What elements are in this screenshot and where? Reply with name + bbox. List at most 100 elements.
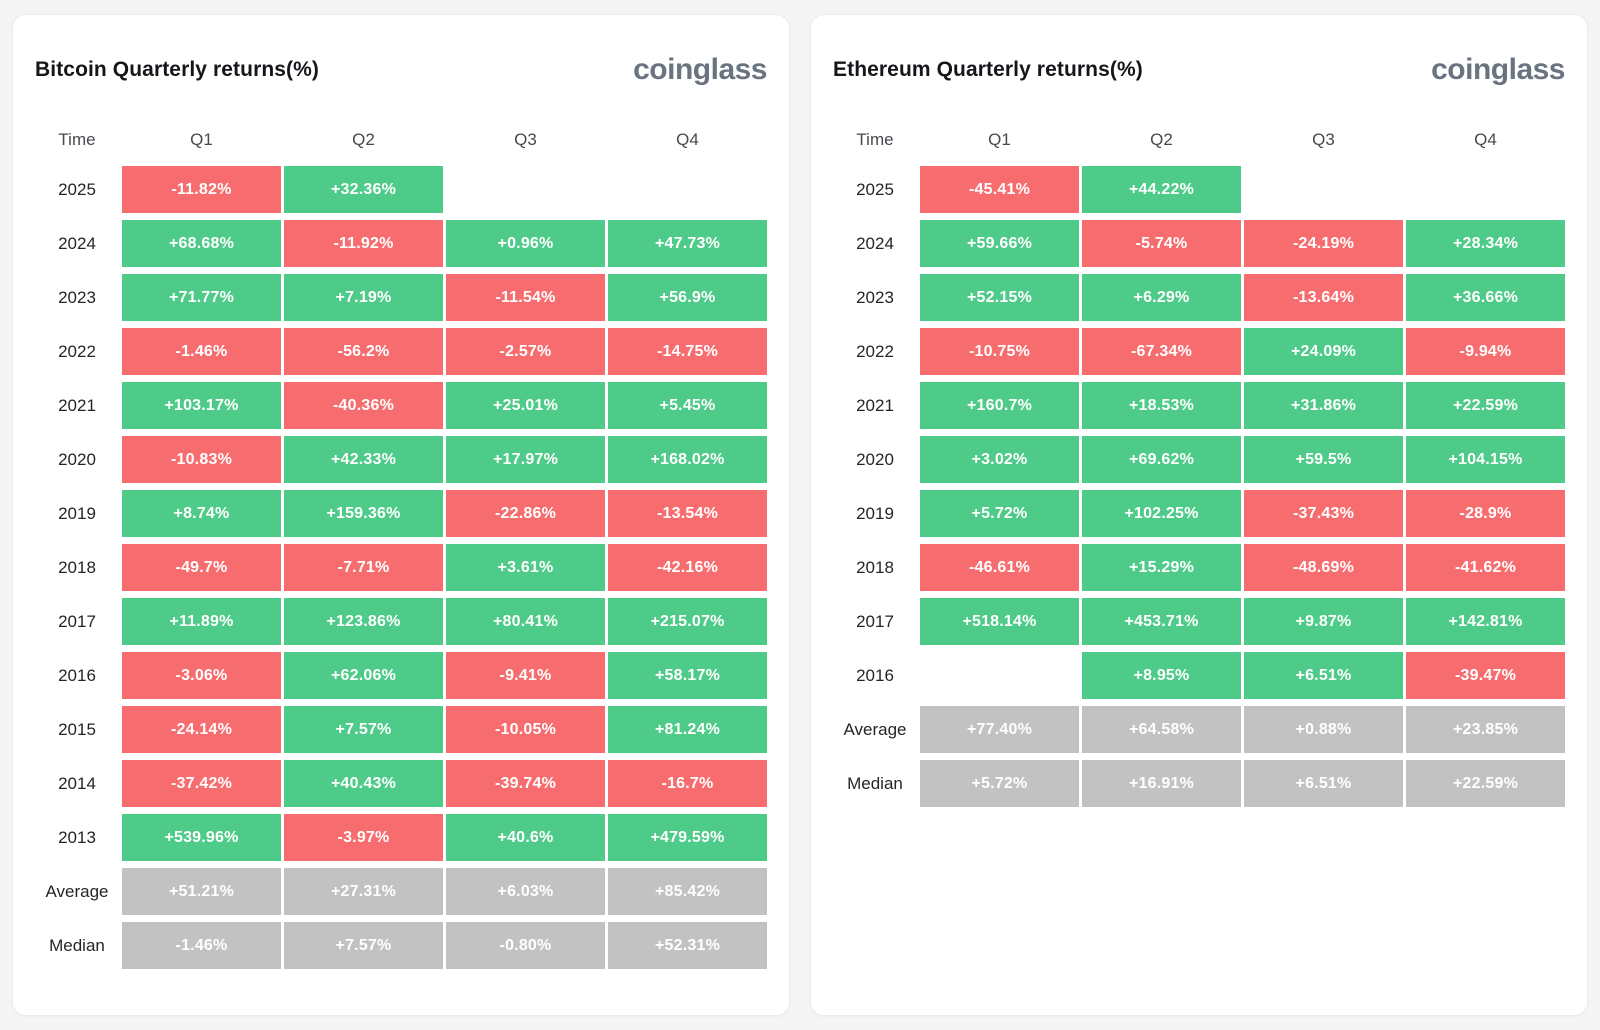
return-cell: +6.51% [1244, 760, 1403, 807]
return-cell: -41.62% [1406, 544, 1565, 591]
return-cell: +28.34% [1406, 220, 1565, 267]
return-cell: +6.03% [446, 868, 605, 915]
return-cell: -46.61% [920, 544, 1079, 591]
row-label-2020: 2020 [58, 449, 96, 469]
return-cell: +479.59% [608, 814, 767, 861]
column-header-q3: Q3 [514, 130, 537, 149]
return-cell: +0.96% [446, 220, 605, 267]
return-cell: +71.77% [122, 274, 281, 321]
return-cell: +7.19% [284, 274, 443, 321]
return-cell: +539.96% [122, 814, 281, 861]
return-cell: +22.59% [1406, 382, 1565, 429]
row-label-2020: 2020 [856, 449, 894, 469]
row-label-2022: 2022 [856, 341, 894, 361]
row-label-2025: 2025 [58, 179, 96, 199]
return-cell: -37.42% [122, 760, 281, 807]
row-label-2024: 2024 [58, 233, 96, 253]
column-header-q2: Q2 [1150, 130, 1173, 149]
return-cell: +5.72% [920, 760, 1079, 807]
return-cell: +17.97% [446, 436, 605, 483]
column-header-time: Time [856, 130, 894, 149]
ethereum-card-header: Ethereum Quarterly returns(%) coinglass [833, 55, 1565, 85]
return-cell: +123.86% [284, 598, 443, 645]
column-header-q3: Q3 [1312, 130, 1335, 149]
return-cell: +142.81% [1406, 598, 1565, 645]
return-cell: -16.7% [608, 760, 767, 807]
return-cell: +102.25% [1082, 490, 1241, 537]
return-cell: +8.74% [122, 490, 281, 537]
row-label-median: Median [847, 773, 903, 793]
return-cell: +8.95% [1082, 652, 1241, 699]
return-cell: +168.02% [608, 436, 767, 483]
bitcoin-returns-table: Time Q1 Q2 Q3 Q4 2025 -11.82% +32.36% 2024 +68.68… [35, 121, 767, 969]
return-cell: +80.41% [446, 598, 605, 645]
return-cell: +15.29% [1082, 544, 1241, 591]
row-label-2017: 2017 [58, 611, 96, 631]
row-label-average: Average [843, 719, 907, 739]
ethereum-returns-card: Ethereum Quarterly returns(%) coinglass … [810, 14, 1588, 1016]
return-cell: -10.05% [446, 706, 605, 753]
return-cell: -0.80% [446, 922, 605, 969]
return-cell: +64.58% [1082, 706, 1241, 753]
row-label-2021: 2021 [856, 395, 894, 415]
return-cell: +215.07% [608, 598, 767, 645]
empty-cell [1406, 166, 1565, 213]
row-label-2019: 2019 [856, 503, 894, 523]
return-cell: +68.68% [122, 220, 281, 267]
return-cell: -9.94% [1406, 328, 1565, 375]
return-cell: +51.21% [122, 868, 281, 915]
row-label-2018: 2018 [58, 557, 96, 577]
return-cell: +453.71% [1082, 598, 1241, 645]
return-cell: -42.16% [608, 544, 767, 591]
row-label-2016: 2016 [58, 665, 96, 685]
return-cell: +85.42% [608, 868, 767, 915]
column-header-time: Time [58, 130, 96, 149]
return-cell: +77.40% [920, 706, 1079, 753]
return-cell: +160.7% [920, 382, 1079, 429]
return-cell: +36.66% [1406, 274, 1565, 321]
return-cell: -2.57% [446, 328, 605, 375]
return-cell: +40.43% [284, 760, 443, 807]
return-cell: -49.7% [122, 544, 281, 591]
coinglass-logo[interactable]: coinglass [1431, 53, 1565, 86]
row-label-2023: 2023 [58, 287, 96, 307]
return-cell: +31.86% [1244, 382, 1403, 429]
return-cell: -13.64% [1244, 274, 1403, 321]
return-cell: -40.36% [284, 382, 443, 429]
return-cell: +56.9% [608, 274, 767, 321]
empty-cell [608, 166, 767, 213]
row-label-2019: 2019 [58, 503, 96, 523]
column-header-q1: Q1 [988, 130, 1011, 149]
row-label-2022: 2022 [58, 341, 96, 361]
page-title: Bitcoin Quarterly returns(%) [35, 58, 320, 81]
return-cell: -14.75% [608, 328, 767, 375]
return-cell: +22.59% [1406, 760, 1565, 807]
return-cell: -5.74% [1082, 220, 1241, 267]
row-label-2025: 2025 [856, 179, 894, 199]
return-cell: +81.24% [608, 706, 767, 753]
return-cell: +18.53% [1082, 382, 1241, 429]
row-label-2015: 2015 [58, 719, 96, 739]
empty-cell [920, 652, 1079, 699]
return-cell: +59.5% [1244, 436, 1403, 483]
return-cell: -45.41% [920, 166, 1079, 213]
row-label-2017: 2017 [856, 611, 894, 631]
return-cell: -24.19% [1244, 220, 1403, 267]
column-header-q4: Q4 [1474, 130, 1497, 149]
return-cell: -11.82% [122, 166, 281, 213]
return-cell: -37.43% [1244, 490, 1403, 537]
bitcoin-returns-card: Bitcoin Quarterly returns(%) coinglass T… [12, 14, 790, 1016]
return-cell: +6.29% [1082, 274, 1241, 321]
row-label-2018: 2018 [856, 557, 894, 577]
return-cell: +16.91% [1082, 760, 1241, 807]
return-cell: +5.72% [920, 490, 1079, 537]
return-cell: +58.17% [608, 652, 767, 699]
return-cell: +104.15% [1406, 436, 1565, 483]
ethereum-returns-table: Time Q1 Q2 Q3 Q4 2025 -45.41% +44.22% 2024 +59.66… [833, 121, 1565, 807]
coinglass-logo[interactable]: coinglass [633, 53, 767, 86]
return-cell: -10.83% [122, 436, 281, 483]
return-cell: +27.31% [284, 868, 443, 915]
return-cell: -3.06% [122, 652, 281, 699]
return-cell: +0.88% [1244, 706, 1403, 753]
